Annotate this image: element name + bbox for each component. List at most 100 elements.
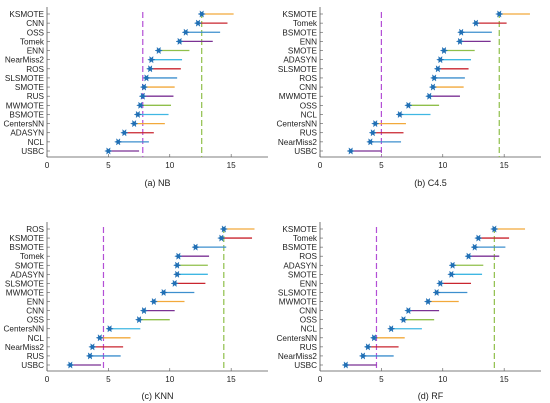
data-point-marker [95, 334, 104, 342]
data-point-marker [159, 288, 168, 297]
data-point-marker [154, 46, 163, 55]
data-point-marker [474, 234, 483, 242]
y-tick-label: CNN [26, 307, 44, 316]
y-tick-label: SMOTE [288, 47, 318, 56]
data-point-marker [85, 352, 95, 360]
y-tick-label: OSS [300, 316, 318, 325]
y-tick-label: KSMOTE [9, 234, 44, 243]
data-point-marker [120, 129, 129, 137]
y-tick-label: KSMOTE [9, 10, 44, 19]
y-tick-label: MWMOTE [279, 92, 318, 101]
y-tick-label: MWMOTE [6, 288, 45, 297]
x-tick-label: 15 [500, 161, 510, 170]
y-tick-label: RUS [300, 343, 318, 352]
y-tick-label: CNN [299, 307, 317, 316]
x-tick-label: 5 [379, 375, 384, 384]
chart-panel-4: 0 5 10 15 KSMOTETomekBSMOTEROSADASYNSMOTEENN… [277, 222, 541, 401]
y-tick-label: ADASYN [283, 56, 317, 65]
y-tick-label: RUS [27, 92, 45, 101]
y-tick-label: SMOTE [15, 83, 45, 92]
y-tick-label: Tomek [20, 37, 45, 46]
x-tick-label: 0 [45, 161, 50, 170]
y-tick-label: RUS [27, 352, 45, 361]
x-tick-label: 10 [165, 161, 175, 170]
y-tick-label: USBC [21, 361, 44, 370]
data-point-marker [170, 279, 179, 288]
data-point-marker [423, 297, 433, 306]
data-point-marker [399, 316, 408, 324]
data-point-marker [197, 10, 206, 18]
x-tick-label: 10 [165, 375, 175, 384]
panel-caption: (b) C4.5 [414, 178, 447, 188]
x-tick-label: 15 [500, 375, 510, 384]
data-point-marker [490, 225, 499, 233]
y-tick-label: CentersNN [277, 120, 318, 129]
x-tick-label: 15 [227, 161, 237, 170]
y-tick-label: KSMOTE [282, 225, 317, 234]
data-point-marker [104, 147, 113, 155]
data-point-marker [495, 10, 504, 18]
y-tick-label: ENN [300, 279, 317, 288]
data-point-marker [138, 92, 147, 100]
x-tick-label: 5 [106, 161, 111, 170]
data-point-marker [181, 28, 190, 36]
y-tick-label: CNN [26, 19, 44, 28]
data-point-marker [425, 92, 434, 100]
y-tick-label: CentersNN [277, 334, 318, 343]
x-tick-label: 0 [318, 375, 323, 384]
data-point-marker [346, 147, 355, 155]
data-point-marker [172, 261, 182, 269]
data-point-marker [105, 325, 114, 333]
y-tick-label: RUS [300, 129, 318, 138]
data-point-marker [395, 110, 404, 119]
y-tick-label: SMOTE [288, 270, 318, 279]
y-tick-label: NearMiss2 [278, 138, 318, 147]
chart-panel-3: 0 5 10 15 ROSKSMOTEBSMOTETomekSMOTEADASYNSLS… [4, 222, 268, 401]
panel-caption: (c) KNN [142, 391, 174, 401]
y-tick-label: NearMiss2 [5, 343, 45, 352]
data-point-marker [191, 243, 200, 251]
y-tick-label: CNN [299, 83, 317, 92]
y-tick-label: OSS [27, 316, 45, 325]
data-point-marker [129, 119, 139, 128]
data-point-marker [66, 361, 75, 369]
y-tick-label: NCL [301, 110, 318, 119]
y-tick-label: NearMiss2 [5, 56, 45, 65]
y-tick-label: ROS [299, 252, 317, 261]
chart-panel-1: 0 5 10 15 KSMOTECNNOSSTomekENNNearMiss2ROSSL… [4, 7, 268, 188]
data-point-marker [428, 83, 438, 91]
data-point-marker [470, 243, 479, 251]
y-tick-label: NearMiss2 [278, 352, 318, 361]
data-point-marker [369, 334, 379, 342]
x-tick-label: 15 [227, 375, 237, 384]
data-point-marker [174, 252, 183, 260]
x-tick-label: 5 [106, 375, 111, 384]
y-tick-label: OSS [27, 28, 45, 37]
y-tick-label: KSMOTE [282, 10, 317, 19]
data-point-marker [193, 19, 203, 27]
y-tick-label: ADASYN [283, 261, 317, 270]
chart-panel-2: 0 5 10 15 KSMOTETomekBSMOTEENNSMOTEADASYNSLS… [277, 7, 541, 188]
y-tick-label: USBC [294, 147, 317, 156]
data-point-marker [217, 234, 226, 242]
data-point-marker [175, 37, 184, 46]
data-point-marker [363, 343, 373, 351]
y-tick-label: BSMOTE [282, 243, 317, 252]
data-point-marker [139, 83, 149, 91]
x-tick-label: 0 [318, 161, 323, 170]
data-point-marker [134, 316, 144, 324]
y-tick-label: USBC [294, 361, 317, 370]
data-point-marker [147, 56, 156, 64]
y-tick-label: Tomek [293, 234, 318, 243]
y-tick-label: CentersNN [4, 120, 45, 129]
y-tick-label: OSS [300, 101, 318, 110]
data-point-marker [471, 19, 481, 27]
data-point-marker [457, 28, 466, 36]
y-tick-label: BSMOTE [9, 110, 44, 119]
y-tick-label: SMOTE [15, 261, 45, 270]
panel-caption: (a) NB [144, 178, 170, 188]
data-point-marker [114, 138, 123, 146]
panel-caption: (d) RF [418, 391, 444, 401]
y-tick-label: ENN [300, 37, 317, 46]
